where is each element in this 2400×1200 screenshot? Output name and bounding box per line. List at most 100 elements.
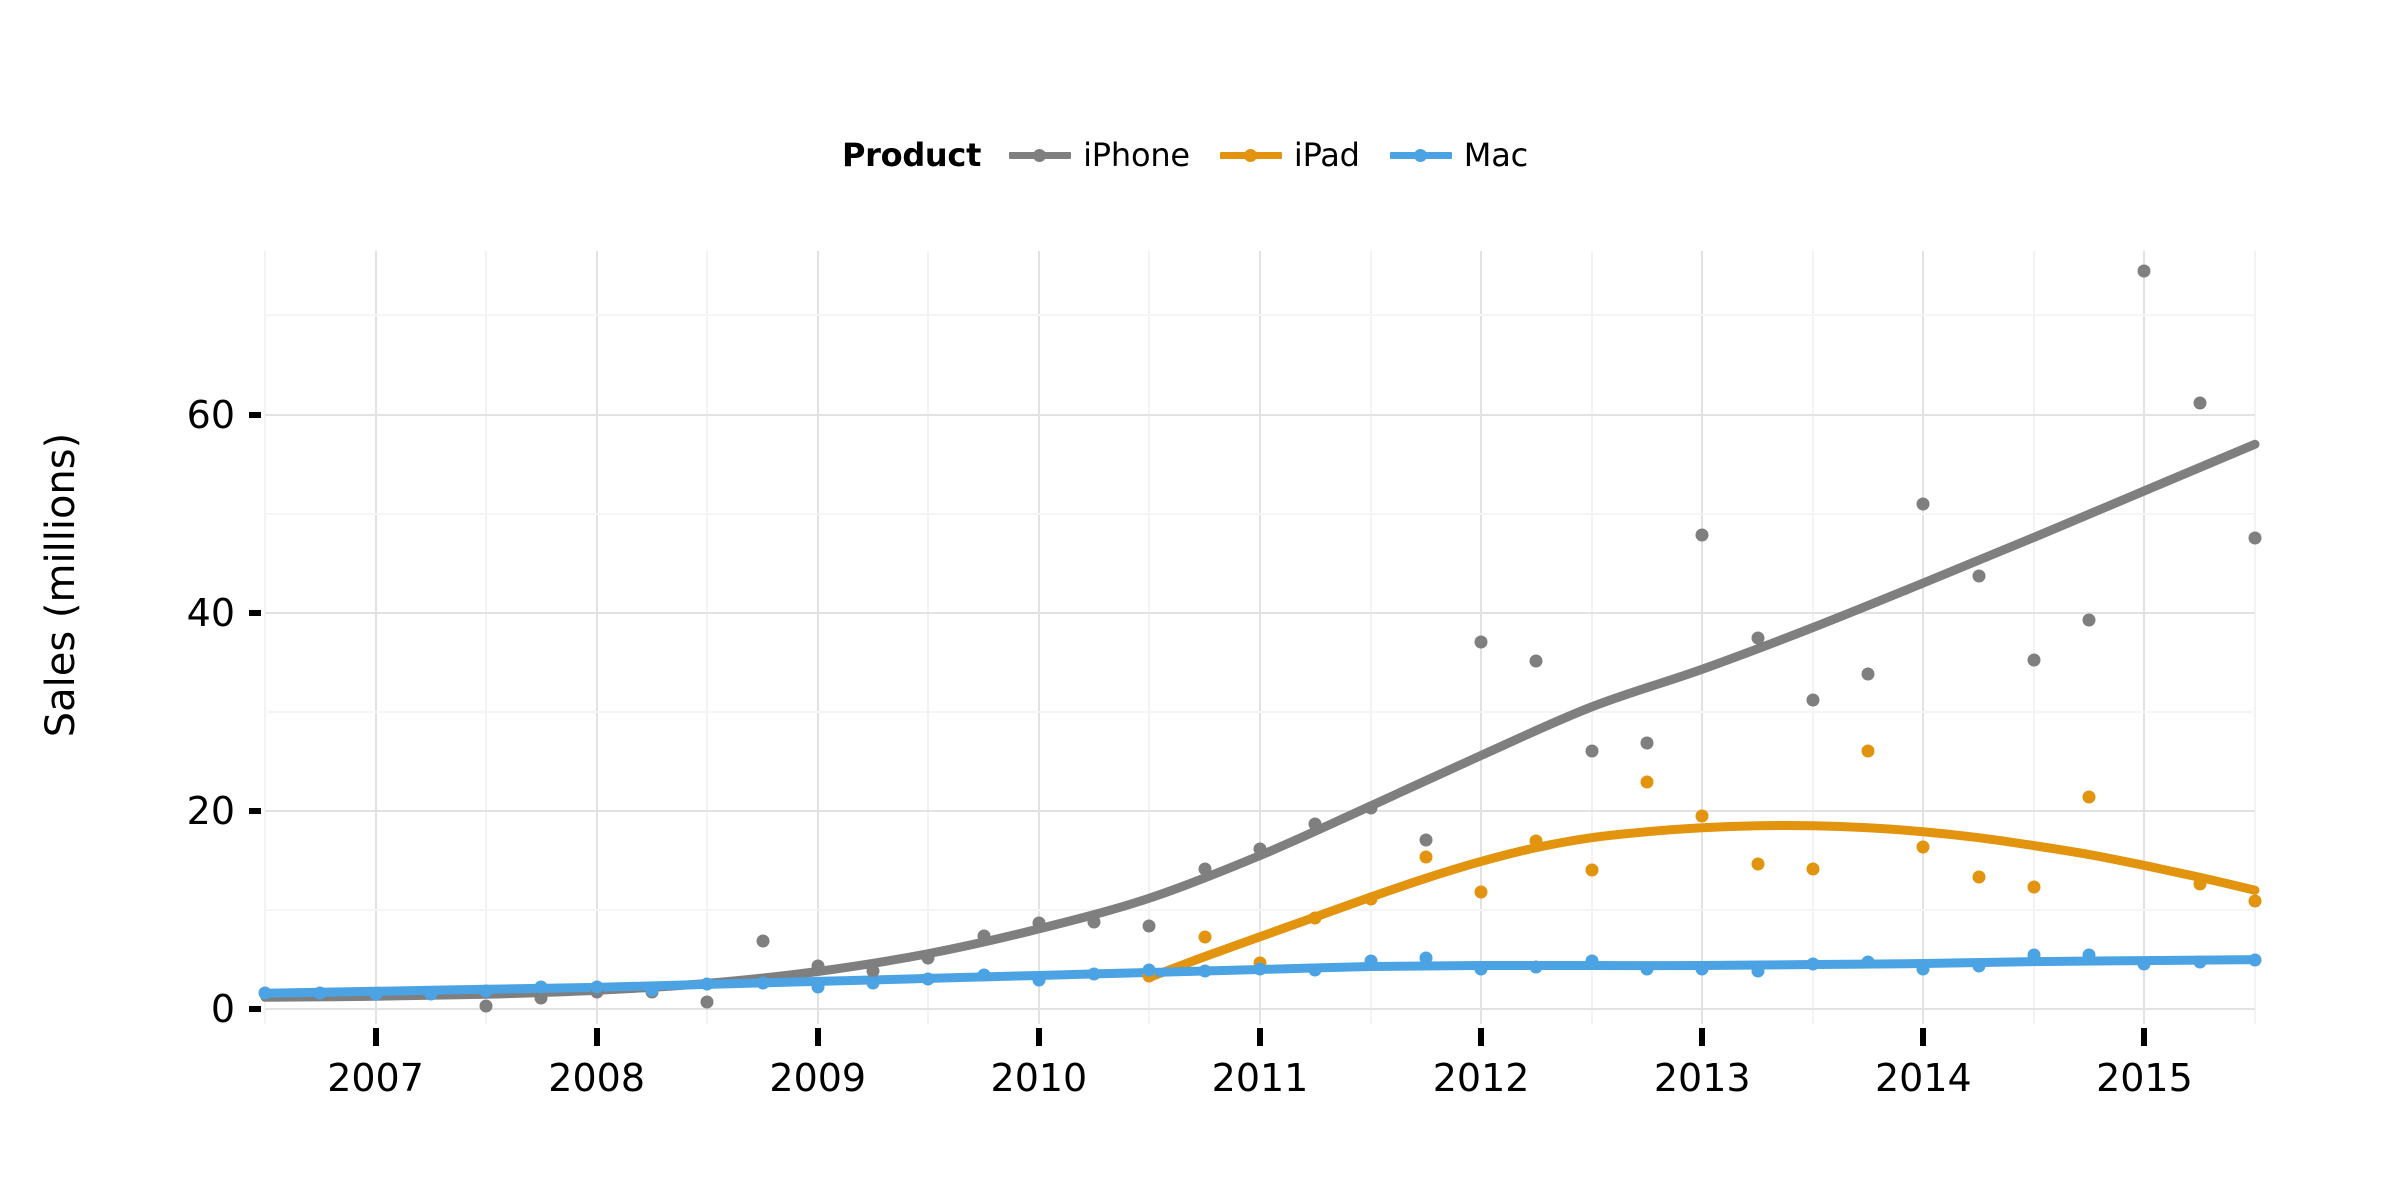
x-tick-label: 2011 (1211, 1056, 1309, 1100)
trend-line-ipad (1144, 821, 2260, 982)
gridline-major-vertical (595, 251, 598, 1024)
chart-legend: Product iPhone iPad Mac (0, 125, 2400, 185)
gridline-major-vertical (1922, 251, 1925, 1024)
data-point-iphone (1142, 919, 1156, 933)
gridline-major-horizontal (265, 809, 2255, 812)
gridline-minor-vertical (706, 251, 709, 1024)
legend-item-iphone[interactable]: iPhone (1009, 136, 1190, 174)
data-point-iphone (2082, 613, 2096, 627)
legend-key-icon (1389, 140, 1452, 170)
data-point-ipad (1585, 863, 1599, 877)
gridline-major-vertical (1701, 251, 1704, 1024)
data-point-iphone (1308, 817, 1322, 831)
data-point-iphone (2248, 531, 2262, 545)
x-tick-label: 2008 (548, 1056, 646, 1100)
data-point-iphone (1806, 693, 1820, 707)
data-point-ipad (2248, 894, 2262, 908)
data-point-iphone (479, 999, 493, 1013)
data-point-mac (1253, 962, 1267, 975)
data-point-mac (1806, 957, 1820, 971)
data-point-iphone (756, 934, 769, 948)
data-point-mac (2137, 957, 2151, 971)
data-point-mac (1419, 951, 1433, 965)
data-point-iphone (921, 951, 935, 965)
data-point-ipad (1364, 892, 1378, 906)
data-point-mac (1308, 963, 1322, 977)
data-point-ipad (1474, 885, 1488, 899)
gridline-minor-vertical (1148, 251, 1151, 1024)
data-point-mac (258, 986, 272, 1000)
y-tick-label: 0 (210, 987, 235, 1032)
x-tick-label: 2010 (990, 1056, 1088, 1100)
data-point-iphone (1972, 569, 1986, 583)
data-point-mac (590, 980, 604, 994)
x-tick-label: 2012 (1432, 1056, 1530, 1100)
gridline-major-vertical (1259, 251, 1261, 1024)
data-point-iphone (1253, 842, 1267, 856)
data-point-iphone (1364, 801, 1378, 815)
data-point-ipad (2027, 880, 2041, 894)
data-point-mac (811, 980, 825, 994)
data-point-iphone (977, 929, 991, 943)
x-tick-mark (1035, 1028, 1042, 1046)
legend-entries: iPhone iPad Mac (1009, 136, 1558, 174)
legend-item-label: iPhone (1083, 136, 1190, 174)
data-point-mac (1972, 959, 1986, 973)
data-point-ipad (1972, 870, 1986, 884)
y-tick-mark (249, 807, 261, 814)
data-point-mac (1695, 962, 1709, 976)
legend-item-mac[interactable]: Mac (1389, 136, 1528, 174)
data-point-iphone (1751, 631, 1764, 645)
data-point-ipad (1198, 930, 1212, 944)
data-point-iphone (1032, 916, 1046, 930)
data-point-iphone (1585, 744, 1599, 758)
data-point-mac (866, 976, 880, 990)
data-point-mac (2027, 948, 2041, 962)
data-point-ipad (1640, 775, 1654, 789)
gridline-major-vertical (816, 251, 819, 1024)
data-point-iphone (1087, 915, 1101, 929)
gridline-minor-vertical (264, 251, 266, 1024)
gridline-major-vertical (2143, 251, 2146, 1024)
y-tick-label: 60 (186, 392, 235, 437)
x-tick-mark (1257, 1028, 1263, 1046)
data-point-mac (2082, 948, 2096, 962)
data-point-ipad (1308, 911, 1322, 925)
gridline-minor-vertical (1590, 251, 1593, 1024)
x-tick-label: 2015 (2096, 1056, 2193, 1100)
gridline-major-vertical (1037, 251, 1040, 1024)
data-point-mac (1640, 962, 1654, 975)
x-tick-mark (593, 1028, 600, 1046)
gridline-major-horizontal (265, 611, 2255, 614)
data-point-mac (1916, 962, 1930, 975)
legend-item-ipad[interactable]: iPad (1219, 136, 1360, 174)
data-point-mac (2248, 953, 2262, 967)
y-tick-mark (249, 411, 261, 418)
y-tick-label: 40 (186, 590, 235, 635)
gridline-minor-vertical (1369, 251, 1372, 1024)
data-point-ipad (1806, 862, 1820, 876)
data-point-iphone (1529, 654, 1543, 668)
data-point-mac (1032, 973, 1046, 987)
y-tick-label: 20 (186, 788, 235, 833)
y-tick-mark (249, 1006, 261, 1013)
x-tick-label: 2013 (1653, 1056, 1751, 1100)
y-tick-mark (249, 609, 261, 616)
plot-panel (258, 251, 2262, 1024)
x-tick-mark (372, 1028, 379, 1046)
gridline-minor-horizontal (265, 314, 2255, 317)
data-point-mac (534, 980, 548, 994)
gridline-minor-horizontal (265, 512, 2255, 515)
data-point-mac (1474, 962, 1488, 976)
trend-lines (260, 439, 2260, 1002)
data-point-mac (700, 977, 714, 991)
data-point-iphone (1198, 862, 1212, 876)
data-point-ipad (1751, 857, 1764, 871)
data-point-mac (424, 987, 438, 1001)
data-point-mac (313, 986, 327, 1000)
gridline-major-horizontal (265, 1008, 2255, 1011)
data-point-mac (1585, 954, 1599, 968)
data-point-mac (921, 972, 935, 986)
x-tick-mark (1478, 1028, 1485, 1046)
